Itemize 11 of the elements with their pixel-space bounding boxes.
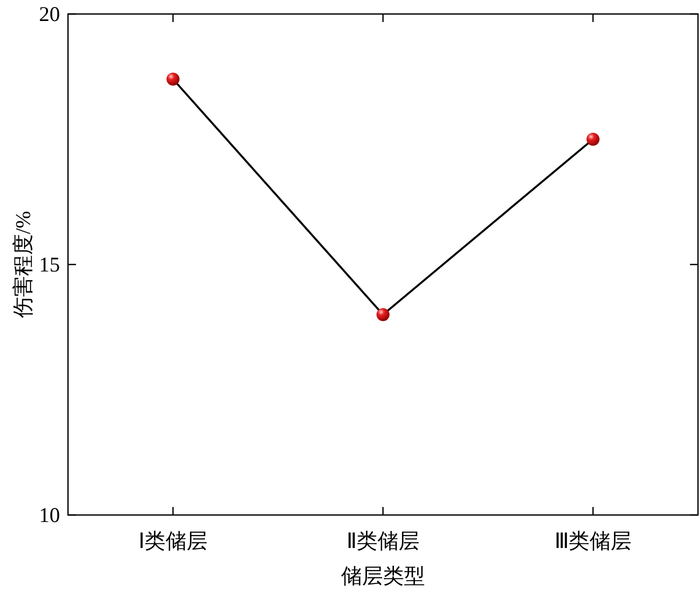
point bbox=[166, 72, 180, 86]
x-tick-label: Ⅱ类储层 bbox=[346, 529, 420, 553]
y-tick-label: 20 bbox=[39, 2, 60, 26]
point bbox=[376, 308, 390, 322]
x-tick-label: Ⅰ类储层 bbox=[138, 529, 208, 553]
y-tick-label: 15 bbox=[39, 252, 60, 276]
y-tick-label: 10 bbox=[39, 503, 60, 527]
y-axis-title: 伤害程度/% bbox=[11, 210, 35, 318]
point bbox=[586, 132, 600, 146]
x-tick-label: Ⅲ类储层 bbox=[554, 529, 632, 553]
x-axis-title: 储层类型 bbox=[341, 564, 425, 588]
